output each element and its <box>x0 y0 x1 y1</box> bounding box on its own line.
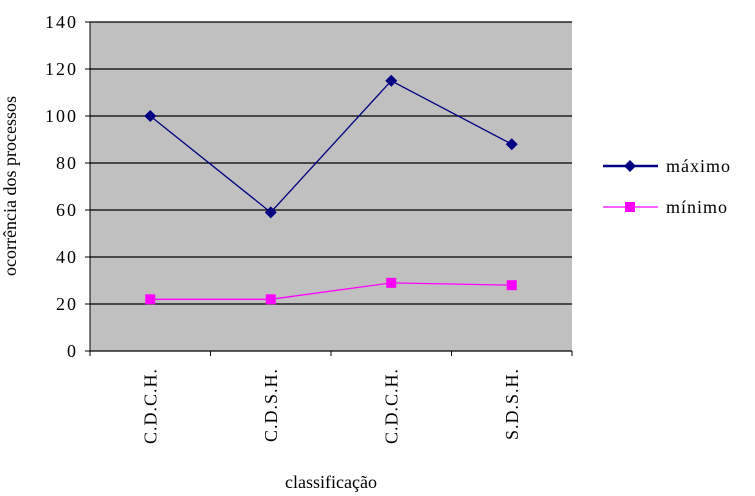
x-tick-label: C.D.C.H. <box>381 368 401 444</box>
point <box>385 74 398 87</box>
x-tick-label: C.D.C.H. <box>140 368 160 444</box>
point <box>144 110 157 122</box>
x-axis-label: classificação <box>285 472 377 492</box>
y-tick-label: 40 <box>56 247 78 267</box>
x-tick-label: C.D.S.H. <box>261 368 281 442</box>
point <box>145 294 156 305</box>
legend-marker <box>625 202 635 212</box>
legend-label: mínimo <box>666 197 728 217</box>
point <box>264 206 277 219</box>
point <box>506 280 517 291</box>
point <box>505 138 518 151</box>
y-tick-label: 0 <box>67 341 78 361</box>
y-tick-label: 20 <box>56 294 78 314</box>
legend-marker <box>624 160 636 172</box>
series-line <box>150 282 512 300</box>
y-tick-label: 80 <box>56 153 78 173</box>
y-tick-label: 100 <box>45 106 78 126</box>
legend-label: máximo <box>666 156 731 176</box>
y-tick-label: 60 <box>56 200 78 220</box>
series-line <box>149 79 513 214</box>
y-tick-label: 120 <box>45 59 78 79</box>
plot-area <box>90 22 572 351</box>
point <box>265 294 276 305</box>
y-tick-label: 140 <box>45 12 78 32</box>
point <box>386 277 397 288</box>
y-axis-label: ocorrência dos processos <box>0 96 20 276</box>
x-tick-label: S.D.S.H. <box>502 368 522 440</box>
